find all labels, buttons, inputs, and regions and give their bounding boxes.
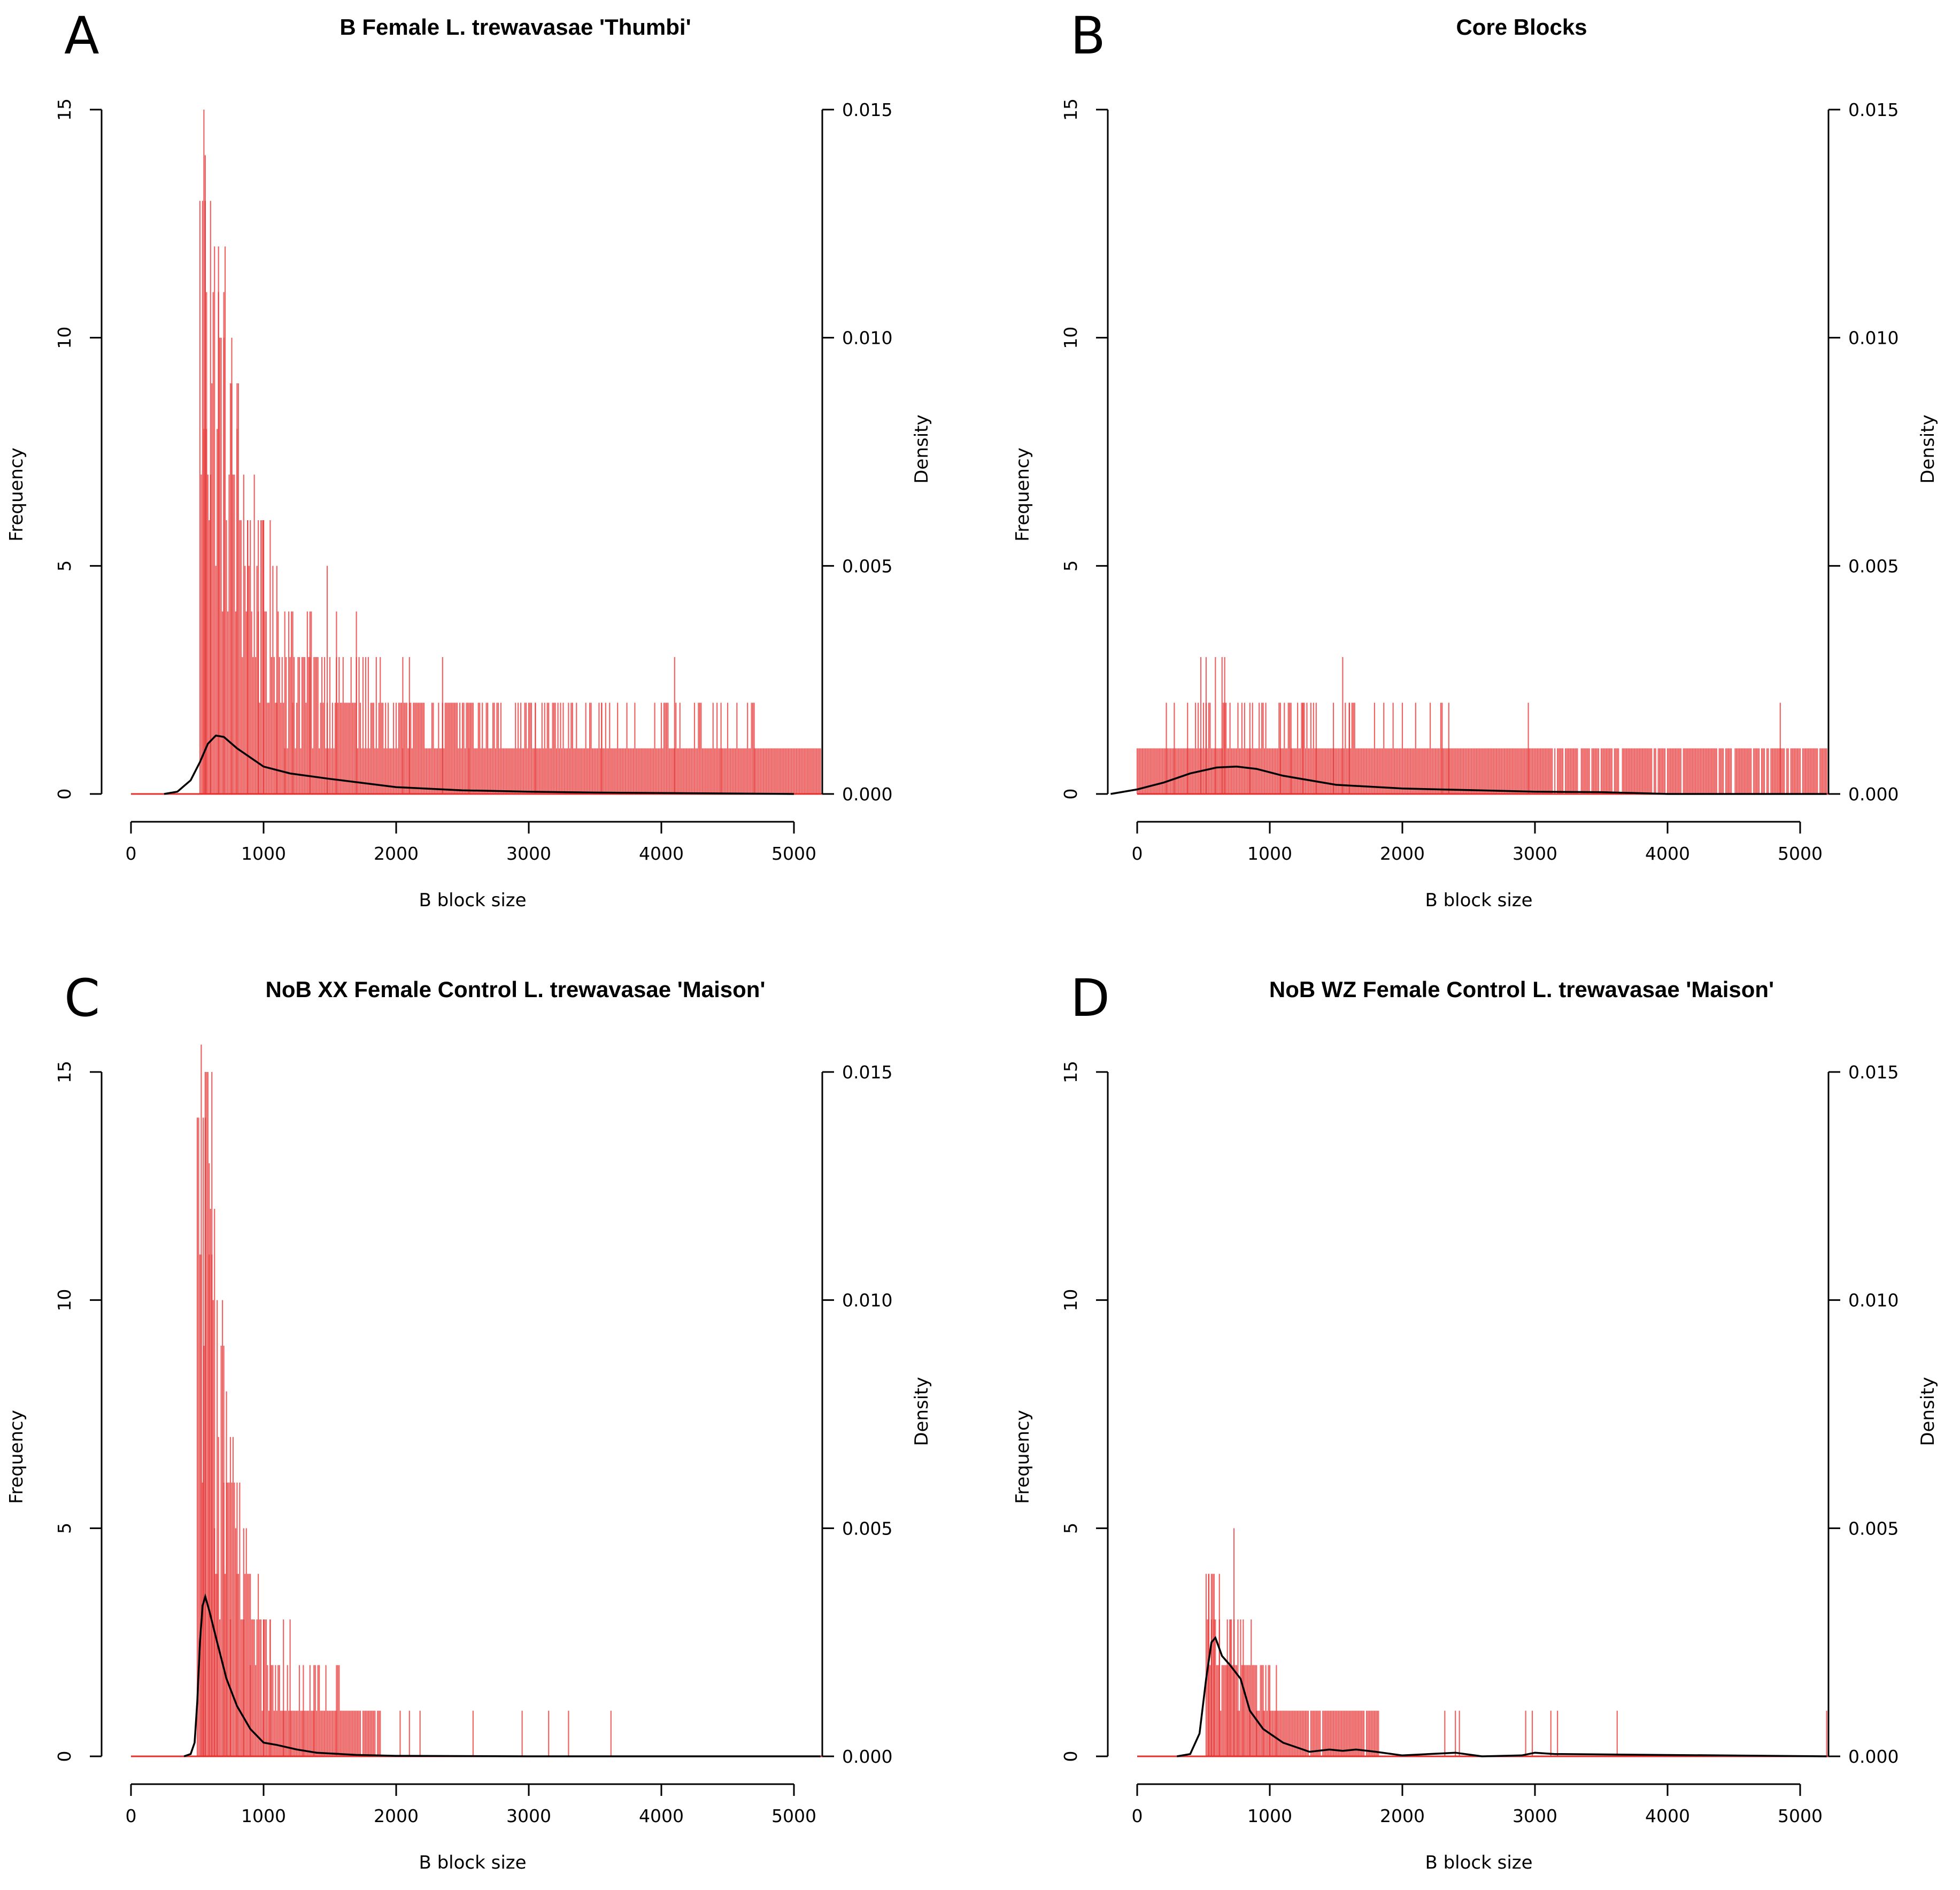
x-tick-label: 2000	[374, 1806, 419, 1826]
chart-panel-a: A B Female L. trewavasae 'Thumbi' 0 5 10 15 Fr…	[6, 6, 932, 911]
x-axis-label: B block size	[419, 890, 526, 911]
y2-tick-label: 0.015	[842, 99, 892, 120]
x-tick-label: 3000	[1513, 843, 1557, 864]
x-tick-label: 4000	[639, 1806, 684, 1826]
x-tick-label: 2000	[374, 843, 419, 864]
y2-tick-label: 0.010	[1848, 328, 1899, 349]
density-curve	[1110, 766, 1827, 795]
y-tick-label: 15	[1060, 98, 1081, 121]
histogram-bars	[1137, 1528, 1828, 1757]
y2-tick-label: 0.010	[1848, 1290, 1899, 1311]
y2-tick-label: 0.000	[1848, 784, 1899, 805]
panel-letter: C	[64, 968, 100, 1028]
y2-tick-label: 0.010	[842, 328, 892, 349]
histogram-bars	[131, 110, 822, 795]
y-tick-label: 15	[1060, 1061, 1081, 1083]
y2-tick-label: 0.005	[1848, 1518, 1899, 1539]
x-axis-label: B block size	[1425, 890, 1532, 911]
y2-axis-label: Density	[1917, 1377, 1939, 1446]
y-tick-label: 5	[54, 560, 75, 572]
x-tick-label: 0	[1132, 1806, 1143, 1826]
y2-axis-label: Density	[1917, 414, 1939, 483]
chart-title: Core Blocks	[1456, 14, 1587, 40]
y2-tick-label: 0.015	[1848, 1062, 1899, 1083]
x-axis-label: B block size	[419, 1852, 526, 1873]
x-tick-label: 0	[126, 1806, 137, 1826]
x-tick-label: 3000	[506, 1806, 551, 1826]
y-tick-label: 10	[1060, 1289, 1081, 1312]
y-tick-label: 5	[1060, 560, 1081, 572]
x-tick-label: 4000	[639, 843, 684, 864]
x-tick-label: 2000	[1380, 1806, 1425, 1826]
y-tick-label: 0	[54, 1751, 75, 1762]
y-tick-label: 15	[54, 98, 75, 121]
histogram-bars	[1136, 657, 1828, 795]
chart-panel-c: C NoB XX Female Control L. trewavasae 'Ma…	[6, 968, 932, 1873]
x-tick-label: 1000	[241, 1806, 286, 1826]
x-tick-label: 1000	[1247, 843, 1292, 864]
chart-panel-d: D NoB WZ Female Control L. trewavasae 'Ma…	[1012, 968, 1939, 1873]
y2-tick-label: 0.015	[842, 1062, 892, 1083]
panel-letter: B	[1070, 6, 1106, 66]
y-tick-label: 0	[54, 789, 75, 800]
y-tick-label: 0	[1060, 1751, 1081, 1762]
histogram-bars	[131, 1044, 822, 1757]
x-tick-label: 3000	[506, 843, 551, 864]
x-tick-label: 3000	[1513, 1806, 1557, 1826]
density-curve	[1177, 1636, 1827, 1757]
density-curve	[164, 734, 794, 795]
x-tick-label: 1000	[241, 843, 286, 864]
y2-tick-label: 0.010	[842, 1290, 892, 1311]
x-tick-label: 4000	[1645, 843, 1690, 864]
x-tick-label: 5000	[1778, 843, 1823, 864]
y-tick-label: 10	[54, 1289, 75, 1312]
y-tick-label: 10	[54, 327, 75, 349]
x-tick-label: 5000	[1778, 1806, 1823, 1826]
y2-tick-label: 0.005	[1848, 556, 1899, 576]
y-axis-label: Frequency	[6, 448, 27, 542]
x-tick-label: 0	[126, 843, 137, 864]
x-tick-label: 1000	[1247, 1806, 1292, 1826]
y2-tick-label: 0.015	[1848, 99, 1899, 120]
chart-title: NoB XX Female Control L. trewavasae 'Mai…	[266, 977, 766, 1002]
y-axis-label: Frequency	[1012, 1410, 1033, 1504]
x-tick-label: 4000	[1645, 1806, 1690, 1826]
x-tick-label: 0	[1132, 843, 1143, 864]
y-tick-label: 15	[54, 1061, 75, 1083]
x-axis-label: B block size	[1425, 1852, 1532, 1873]
y2-tick-label: 0.000	[842, 1746, 892, 1767]
chart-title: NoB WZ Female Control L. trewavasae 'Mai…	[1269, 977, 1774, 1002]
y-tick-label: 5	[1060, 1523, 1081, 1534]
y2-tick-label: 0.000	[1848, 1746, 1899, 1767]
panel-letter: A	[64, 6, 99, 66]
x-tick-label: 5000	[771, 843, 816, 864]
y2-tick-label: 0.005	[842, 1518, 892, 1539]
chart-panel-b: B Core Blocks 0 5 10 15 Frequency 0.000 0.005 0.0…	[1012, 6, 1939, 911]
x-tick-label: 5000	[771, 1806, 816, 1826]
y-axis-label: Frequency	[1012, 448, 1033, 542]
y2-tick-label: 0.000	[842, 784, 892, 805]
y-axis-label: Frequency	[6, 1410, 27, 1504]
y2-axis-label: Density	[911, 414, 932, 483]
x-tick-label: 2000	[1380, 843, 1425, 864]
density-curve	[183, 1593, 821, 1757]
y-tick-label: 5	[54, 1523, 75, 1534]
y2-axis-label: Density	[911, 1377, 932, 1446]
y-tick-label: 10	[1060, 327, 1081, 349]
y-tick-label: 0	[1060, 789, 1081, 800]
chart-title: B Female L. trewavasae 'Thumbi'	[339, 14, 691, 40]
panel-letter: D	[1070, 968, 1110, 1028]
y2-tick-label: 0.005	[842, 556, 892, 576]
